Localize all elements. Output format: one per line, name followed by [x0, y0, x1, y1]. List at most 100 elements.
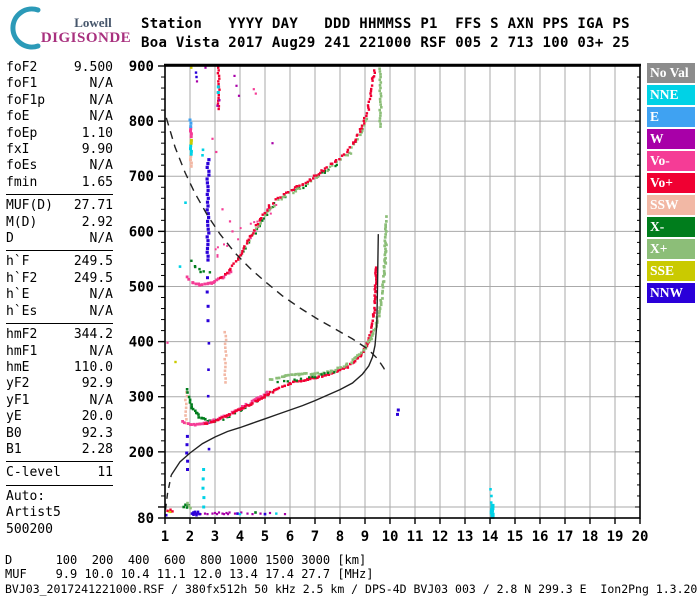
param-label: B1 [6, 441, 22, 457]
param-row-hes: h`Es N/A [6, 304, 113, 320]
svg-text:20: 20 [632, 529, 649, 545]
svg-text:1: 1 [161, 529, 169, 545]
param-divider [6, 484, 113, 486]
lowell-digisonde-logo: Lowell DIGISONDE [8, 6, 133, 52]
svg-text:900: 900 [129, 59, 154, 75]
svg-text:8: 8 [336, 529, 344, 545]
svg-text:11: 11 [407, 529, 424, 545]
param-row-clevel: C-level 11 [6, 465, 113, 481]
param-label: foF1p [6, 92, 46, 108]
param-row-b1: B1 2.28 [6, 442, 113, 458]
legend-item-noval: No Val [647, 63, 695, 83]
svg-text:17: 17 [557, 529, 574, 545]
legend-item-w: W [647, 129, 695, 149]
param-row-mufd: MUF(D) 27.71 [6, 198, 113, 214]
legend-item-sse: SSE [647, 261, 695, 281]
svg-text:800: 800 [129, 114, 154, 130]
svg-text:16: 16 [532, 529, 549, 545]
muf-distance-table: D 100 200 400 600 800 1000 1500 3000 [km… [5, 553, 373, 581]
param-label: h`E [6, 287, 30, 303]
svg-text:18: 18 [582, 529, 599, 545]
param-row-auto: Auto: [6, 489, 113, 505]
param-divider [6, 461, 113, 463]
svg-text:400: 400 [129, 335, 154, 351]
param-value: N/A [89, 109, 113, 125]
param-row-md: M(D) 2.92 [6, 215, 113, 231]
svg-text:3: 3 [211, 529, 219, 545]
param-label: foE [6, 109, 30, 125]
logo-text-digisonde: DIGISONDE [40, 30, 132, 46]
param-row-hmf2: hmF2 344.2 [6, 327, 113, 343]
param-row-fof1p: foF1p N/A [6, 93, 113, 109]
param-label: foF2 [6, 60, 38, 75]
legend-item-e: E [647, 107, 695, 127]
param-label: fxI [6, 142, 30, 158]
param-value: N/A [89, 92, 113, 108]
param-label: M(D) [6, 214, 38, 230]
param-value: 249.5 [73, 270, 113, 286]
scaled-parameters-panel: foF2 9.500 foF1 N/A foF1p N/A foE N/A foEp 1.10 fx… [6, 60, 113, 538]
param-value: N/A [89, 392, 113, 408]
doppler-status-legend: No Val NNE E W Vo- Vo+ SSW X- X+ SSE NNW [647, 63, 695, 305]
param-value: 1.65 [81, 174, 113, 190]
logo-text-lowell: Lowell [74, 15, 112, 30]
param-label: fmin [6, 174, 38, 190]
param-value: 344.2 [73, 327, 113, 343]
param-label: foF1 [6, 76, 38, 92]
station-header-values: Boa Vista 2017 Aug29 241 221000 RSF 005 … [141, 35, 630, 51]
param-value: 92.3 [81, 425, 113, 441]
param-row-he: h`E N/A [6, 287, 113, 303]
param-value: 2.28 [81, 441, 113, 457]
param-row-foe: foE N/A [6, 109, 113, 125]
param-row-hf2: h`F2 249.5 [6, 271, 113, 287]
param-divider [6, 323, 113, 325]
param-label: yE [6, 409, 22, 425]
logo-arc-icon [10, 6, 41, 50]
param-value: N/A [89, 76, 113, 92]
param-label: hmF2 [6, 327, 38, 343]
param-divider [6, 194, 113, 196]
svg-text:200: 200 [129, 445, 154, 461]
param-label: 500200 [6, 521, 53, 537]
param-label: foEp [6, 125, 38, 141]
svg-text:10: 10 [382, 529, 399, 545]
param-row-fof2: foF2 9.500 [6, 60, 113, 76]
param-value: N/A [89, 287, 113, 303]
svg-text:19: 19 [607, 529, 624, 545]
param-label: h`Es [6, 303, 38, 319]
param-row-foep: foEp 1.10 [6, 126, 113, 142]
param-row-b0: B0 92.3 [6, 426, 113, 442]
param-label: Auto: [6, 488, 46, 504]
param-row-fxi: fxI 9.90 [6, 142, 113, 158]
param-value: 2.92 [81, 214, 113, 230]
param-value: N/A [89, 303, 113, 319]
param-value: 11 [97, 465, 113, 481]
param-row-yf1: yF1 N/A [6, 393, 113, 409]
param-label: D [6, 231, 14, 247]
svg-text:2: 2 [186, 529, 194, 545]
svg-text:500: 500 [129, 279, 154, 295]
legend-item-x+: X+ [647, 239, 695, 259]
svg-text:7: 7 [311, 529, 319, 545]
param-row-hme: hmE 110.0 [6, 360, 113, 376]
param-divider [6, 250, 113, 252]
param-row-yf2: yF2 92.9 [6, 376, 113, 392]
param-value: 110.0 [73, 359, 113, 375]
param-value: 1.10 [81, 125, 113, 141]
svg-text:15: 15 [507, 529, 524, 545]
file-info-text: BVJ03_2017241221000.RSF / 380fx512h 50 k… [5, 582, 698, 596]
param-label: h`F [6, 254, 30, 270]
param-row-hf: h`F 249.5 [6, 254, 113, 270]
svg-text:4: 4 [236, 529, 244, 545]
param-value: N/A [89, 158, 113, 174]
param-label: hmF1 [6, 343, 38, 359]
param-value: N/A [89, 343, 113, 359]
station-header-labels: Station YYYY DAY DDD HHMMSS P1 FFS S AXN… [141, 16, 630, 32]
param-label: Artist5 [6, 505, 61, 521]
param-row-hmf1: hmF1 N/A [6, 344, 113, 360]
param-value: 9.90 [81, 142, 113, 158]
param-row-fof1: foF1 N/A [6, 76, 113, 92]
legend-item-x-: X- [647, 217, 695, 237]
svg-text:6: 6 [286, 529, 294, 545]
